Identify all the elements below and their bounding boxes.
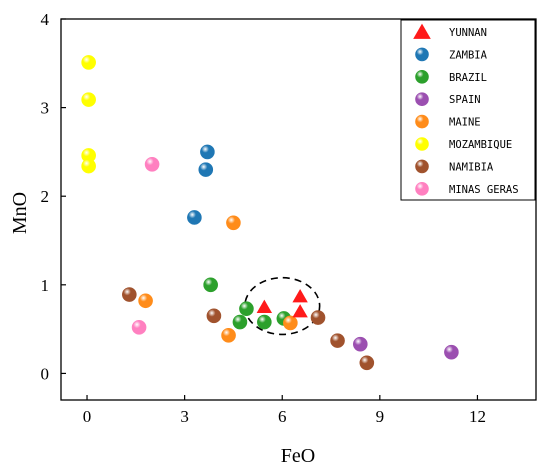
legend-marker-zambia: [415, 47, 429, 62]
data-point-brazil: [232, 314, 248, 330]
y-tick-label: 4: [41, 10, 50, 29]
data-point-namibia: [122, 287, 137, 302]
data-point-namibia: [359, 355, 375, 371]
data-point-mozambique: [81, 55, 96, 70]
x-tick-label: 0: [83, 407, 92, 426]
data-point-maine: [226, 215, 241, 231]
data-point-spain: [353, 336, 368, 352]
data-point-minas-geras: [144, 157, 160, 172]
legend-marker-mozambique: [415, 137, 429, 151]
legend-marker-brazil: [415, 70, 429, 84]
data-point-mozambique: [81, 92, 96, 107]
y-tick-label: 0: [41, 364, 50, 383]
data-point-maine: [283, 315, 298, 331]
data-points: [81, 55, 459, 371]
y-tick-label: 3: [41, 99, 50, 118]
data-point-yunnan: [256, 299, 273, 313]
legend-label-zambia: ZAMBIA: [449, 49, 488, 61]
data-point-namibia: [330, 333, 345, 348]
legend-marker-spain: [415, 92, 429, 106]
x-tick-label: 3: [180, 407, 189, 426]
legend-label-mozambique: MOZAMBIQUE: [449, 139, 512, 151]
data-point-yunnan: [292, 289, 308, 303]
data-point-brazil: [239, 301, 254, 317]
legend-marker-maine: [415, 114, 429, 129]
data-point-minas-geras: [131, 320, 147, 335]
plot-area-frame: [60, 18, 537, 401]
y-tick-label: 2: [41, 187, 50, 206]
x-tick-label: 12: [469, 407, 486, 426]
data-point-brazil: [257, 314, 272, 330]
legend: YUNNAN ZAMBIA BRAZIL SPAIN MAINE MOZAMBIQUE NA…: [400, 19, 536, 201]
highlight-dashed-ellipse: [244, 276, 321, 336]
data-point-brazil: [203, 277, 218, 293]
legend-marker-yunnan: [413, 23, 431, 39]
y-tick-label: 1: [41, 276, 50, 295]
legend-label-yunnan: YUNNAN: [449, 27, 487, 39]
data-point-maine: [138, 293, 153, 309]
legend-marker-namibia: [415, 159, 429, 174]
legend-label-brazil: BRAZIL: [449, 72, 487, 84]
legend-marker-minas-geras: [415, 182, 429, 196]
data-point-zambia: [187, 210, 202, 225]
data-point-mozambique: [81, 158, 96, 174]
data-point-yunnan: [292, 304, 308, 318]
data-point-maine: [221, 328, 236, 343]
data-point-namibia: [206, 308, 222, 324]
legend-label-minas-geras: MINAS GERAS: [449, 184, 519, 196]
x-tick-label: 6: [278, 407, 287, 426]
legend-label-maine: MAINE: [449, 117, 481, 129]
y-axis-title: MnO: [9, 192, 31, 234]
x-axis-title: FeO: [281, 445, 315, 467]
x-tick-label: 9: [376, 407, 385, 426]
annotations: [244, 276, 321, 336]
legend-label-namibia: NAMIBIA: [449, 161, 494, 173]
data-point-namibia: [310, 310, 326, 325]
legend-label-spain: SPAIN: [449, 94, 481, 106]
data-point-spain: [444, 344, 459, 360]
data-point-zambia: [198, 162, 214, 177]
data-point-zambia: [200, 144, 215, 160]
